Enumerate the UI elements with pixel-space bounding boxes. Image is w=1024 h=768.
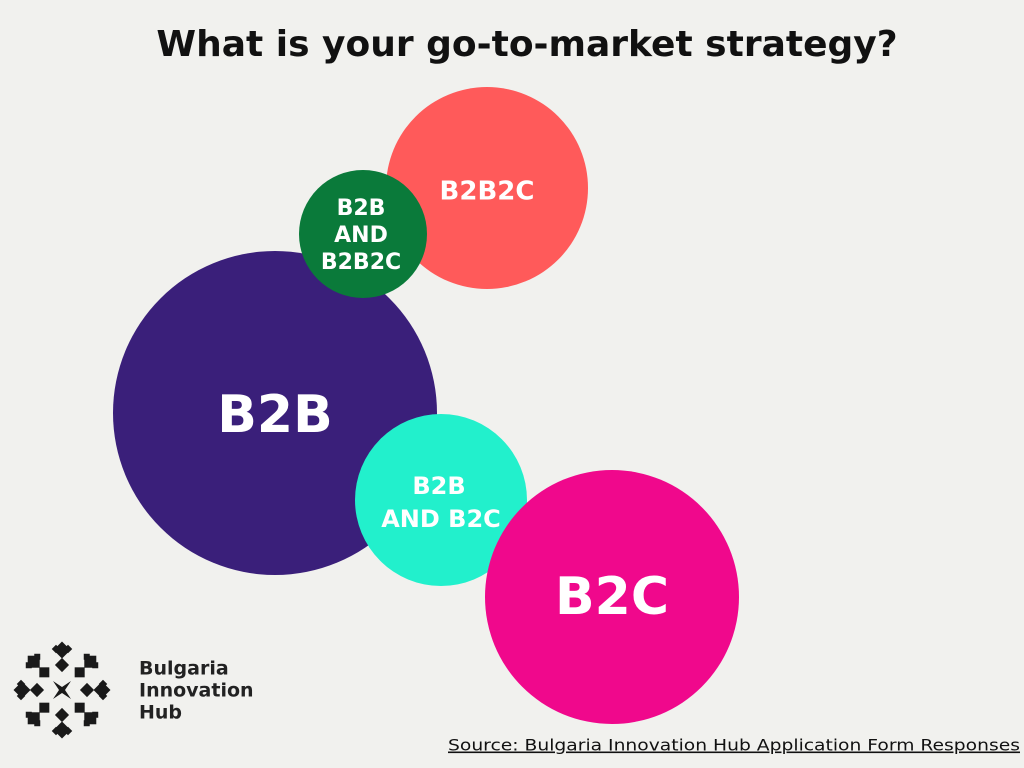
bubble-label: B2B: [337, 196, 386, 221]
title: What is your go-to-market strategy?: [156, 24, 897, 65]
bubble: [386, 87, 588, 289]
bubble-label: B2B2C: [321, 250, 401, 275]
bubble-label: B2B: [412, 472, 465, 500]
logo-text: Hub: [139, 702, 182, 724]
bubble-label: AND: [334, 223, 388, 248]
bubble-label: B2B: [217, 385, 332, 445]
logo-text: Innovation: [139, 680, 254, 702]
bubble-label: B2B2C: [440, 177, 535, 207]
bubble: [299, 170, 427, 298]
bubble: [485, 470, 739, 724]
bubble: [355, 414, 527, 586]
bubble-label: B2C: [555, 567, 669, 627]
logo-text: Bulgaria: [139, 658, 229, 680]
source: Source: Bulgaria Innovation Hub Applicat…: [448, 736, 1020, 755]
logo-icon: [13, 641, 111, 739]
bubble-label: AND B2C: [381, 505, 501, 533]
